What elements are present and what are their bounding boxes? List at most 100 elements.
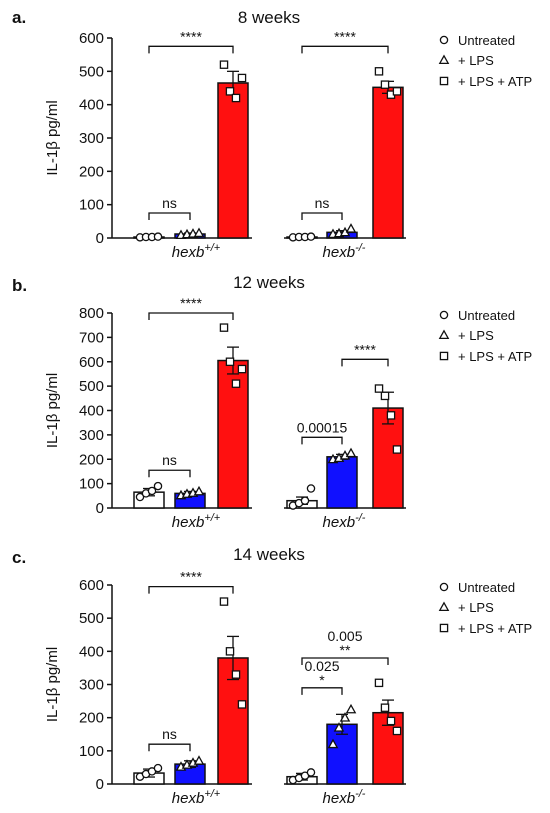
legend-label: + LPS bbox=[458, 328, 494, 343]
group-label: hexb-/- bbox=[323, 242, 366, 261]
legend-marker bbox=[438, 601, 450, 612]
y-tick-label: 300 bbox=[79, 427, 104, 444]
data-point bbox=[345, 447, 357, 458]
data-point bbox=[345, 223, 357, 233]
significance-stars: * bbox=[319, 672, 325, 688]
legend-label: + LPS bbox=[458, 600, 494, 615]
legend-label: Untreated bbox=[458, 580, 515, 595]
legend-marker bbox=[438, 329, 450, 340]
y-tick-label: 500 bbox=[79, 63, 104, 80]
data-point bbox=[327, 738, 339, 749]
data-point bbox=[306, 232, 316, 241]
bar bbox=[372, 86, 404, 239]
y-axis-label: IL-1β pg/ml bbox=[44, 647, 61, 722]
legend-marker bbox=[439, 35, 449, 45]
group-label: hexb-/- bbox=[323, 788, 366, 807]
data-point bbox=[219, 323, 229, 332]
data-point bbox=[153, 763, 163, 773]
data-point bbox=[153, 232, 163, 241]
significance-label: **** bbox=[180, 295, 202, 311]
data-point bbox=[392, 445, 402, 454]
significance-bracket bbox=[301, 436, 343, 445]
data-point bbox=[225, 87, 235, 96]
y-tick-label: 200 bbox=[79, 710, 104, 727]
data-point bbox=[135, 492, 145, 502]
legend-marker bbox=[438, 54, 450, 65]
data-point bbox=[225, 357, 235, 366]
significance-label: **** bbox=[180, 569, 202, 585]
significance-label: ns bbox=[162, 452, 177, 468]
bar bbox=[326, 456, 358, 509]
panel-letter: a. bbox=[12, 8, 26, 27]
data-point bbox=[153, 481, 163, 491]
data-point bbox=[345, 703, 357, 714]
data-point bbox=[386, 411, 396, 420]
chart-panel-3: c. 14 weeks 0 100 200 300 400 500 600 IL-1β pg/ml… bbox=[12, 545, 532, 807]
data-point bbox=[193, 755, 205, 765]
data-point bbox=[237, 73, 247, 83]
y-tick-label: 300 bbox=[79, 130, 104, 147]
legend-marker bbox=[439, 76, 449, 86]
data-point bbox=[219, 60, 229, 69]
data-point bbox=[374, 384, 384, 393]
significance-label: **** bbox=[354, 341, 376, 357]
significance-label: 0.005 bbox=[327, 628, 362, 644]
data-point bbox=[374, 67, 384, 76]
panel-title: 8 weeks bbox=[238, 8, 300, 27]
y-tick-label: 500 bbox=[79, 610, 104, 627]
panel-letter: c. bbox=[12, 548, 26, 567]
y-tick-label: 200 bbox=[79, 163, 104, 180]
significance-label: **** bbox=[334, 28, 356, 44]
significance-bracket bbox=[148, 743, 191, 752]
data-point bbox=[300, 496, 310, 505]
significance-bracket bbox=[301, 212, 343, 220]
y-tick-label: 0 bbox=[96, 776, 104, 793]
data-point bbox=[392, 87, 402, 96]
data-point bbox=[231, 670, 241, 679]
significance-bracket bbox=[301, 45, 389, 54]
data-point bbox=[147, 486, 157, 496]
data-point bbox=[237, 364, 247, 374]
data-point bbox=[392, 726, 402, 736]
significance-label: ns bbox=[162, 726, 177, 742]
legend-label: + LPS + ATP bbox=[458, 349, 532, 364]
group-label: hexb-/- bbox=[323, 512, 366, 531]
panel-title: 12 weeks bbox=[233, 273, 305, 292]
legend-marker bbox=[439, 582, 449, 592]
significance-label: ns bbox=[162, 195, 177, 211]
group-label: hexb+/+ bbox=[172, 788, 221, 807]
y-tick-label: 200 bbox=[79, 451, 104, 468]
y-tick-label: 0 bbox=[96, 500, 104, 517]
y-tick-label: 400 bbox=[79, 403, 104, 420]
y-tick-label: 100 bbox=[79, 743, 104, 760]
data-point bbox=[193, 227, 205, 238]
y-tick-label: 700 bbox=[79, 329, 104, 346]
chart-panel-1: a. 8 weeks 0 100 200 300 400 500 600 IL-1β pg/ml h… bbox=[12, 8, 532, 261]
chart-panel-2: b. 12 weeks 0 100 200 300 400 500 600 700 800 IL-1β… bbox=[12, 273, 532, 531]
significance-bracket bbox=[148, 212, 191, 220]
legend-label: Untreated bbox=[458, 33, 515, 48]
significance-bracket bbox=[341, 358, 389, 367]
group-label: hexb+/+ bbox=[172, 242, 221, 261]
legend-label: + LPS bbox=[458, 53, 494, 68]
legend-marker bbox=[439, 310, 449, 320]
significance-bracket bbox=[301, 687, 343, 695]
y-tick-label: 400 bbox=[79, 643, 104, 660]
significance-label: ns bbox=[315, 195, 330, 211]
significance-label: 0.00015 bbox=[297, 419, 348, 435]
y-axis-label: IL-1β pg/ml bbox=[44, 373, 61, 448]
data-point bbox=[306, 768, 316, 777]
data-point bbox=[231, 379, 241, 388]
data-point bbox=[339, 712, 351, 722]
significance-label: 0.025 bbox=[304, 658, 339, 674]
data-point bbox=[380, 391, 390, 401]
significance-bracket bbox=[148, 312, 234, 320]
y-tick-label: 600 bbox=[79, 30, 104, 47]
significance-label: **** bbox=[180, 28, 202, 44]
data-point bbox=[374, 678, 384, 688]
significance-stars: ** bbox=[340, 642, 351, 658]
significance-bracket bbox=[148, 586, 234, 594]
data-point bbox=[380, 80, 390, 89]
panel-title: 14 weeks bbox=[233, 545, 305, 564]
y-tick-label: 600 bbox=[79, 577, 104, 594]
